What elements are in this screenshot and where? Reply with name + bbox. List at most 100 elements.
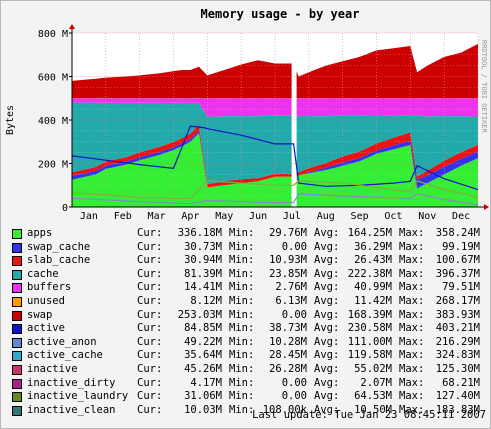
max-value: 99.19M (442, 240, 480, 253)
legend-row-inactive_clean: inactive_clean Cur: 10.03M Min: 108.00k Avg: 1… (12, 404, 487, 418)
avg-label: Avg: (314, 254, 340, 267)
x-tick-label: Nov (418, 211, 436, 222)
min-label: Min: (229, 376, 255, 389)
max-label: Max: (399, 376, 425, 389)
cur-label: Cur: (137, 322, 163, 335)
legend-name: swap_cache (27, 240, 91, 253)
legend-row-unused: unused Cur: 8.12M Min: 6.13M Avg: 11.42M Max: 26… (12, 295, 487, 309)
avg-value: 222.38M (347, 267, 392, 280)
max-value: 100.67M (435, 254, 480, 267)
max-label: Max: (399, 281, 425, 294)
x-tick-label: Mar (148, 211, 166, 222)
max-label: Max: (399, 362, 425, 375)
max-label: Max: (399, 294, 425, 307)
legend: apps Cur: 336.18M Min: 29.76M Avg: 164.25M Max:… (12, 227, 487, 417)
legend-swatch (12, 392, 22, 403)
min-label: Min: (229, 403, 255, 416)
x-axis-arrow (484, 204, 489, 210)
cur-label: Cur: (137, 362, 163, 375)
legend-name: cache (27, 267, 59, 280)
legend-swatch (12, 324, 22, 335)
x-tick-label: Jan (80, 211, 98, 222)
avg-value: 2.07M (360, 376, 392, 389)
legend-swatch (12, 256, 22, 267)
legend-swatch (12, 351, 22, 362)
x-tick-label: Dec (452, 211, 470, 222)
y-axis-arrow (69, 24, 75, 29)
x-tick-label: Apr (181, 211, 199, 222)
last-update: Last update: Tue Jan 23 08:45:11 2007 (252, 409, 486, 421)
cur-label: Cur: (137, 335, 163, 348)
avg-label: Avg: (314, 281, 340, 294)
cur-label: Cur: (137, 267, 163, 280)
x-tick-label: Jul (283, 211, 301, 222)
cur-value: 45.26M (184, 362, 222, 375)
y-tick-label: 200 M (38, 160, 68, 171)
legend-swatch (12, 405, 22, 416)
avg-label: Avg: (314, 294, 340, 307)
avg-value: 55.02M (354, 362, 392, 375)
max-value: 183.83M (435, 403, 480, 416)
avg-label: Avg: (314, 349, 340, 362)
cur-label: Cur: (137, 349, 163, 362)
max-value: 79.51M (442, 281, 480, 294)
max-value: 383.93M (435, 308, 480, 321)
legend-name: unused (27, 294, 65, 307)
legend-name: active (27, 322, 65, 335)
cur-label: Cur: (137, 403, 163, 416)
legend-swatch (12, 337, 22, 348)
legend-name: buffers (27, 281, 72, 294)
x-tick-label: Oct (384, 211, 402, 222)
avg-label: Avg: (314, 322, 340, 335)
legend-swatch (12, 310, 22, 321)
min-label: Min: (229, 362, 255, 375)
min-value: 29.76M (269, 227, 307, 239)
legend-swatch (12, 296, 22, 307)
avg-value: 164.25M (347, 227, 392, 239)
avg-value: 111.00M (347, 335, 392, 348)
min-value: 0.00 (281, 308, 307, 321)
y-tick-label: 600 M (38, 73, 68, 84)
legend-row-active: active Cur: 84.85M Min: 38.73M Avg: 230.58M Max… (12, 322, 487, 336)
min-label: Min: (229, 308, 255, 321)
avg-label: Avg: (314, 335, 340, 348)
cur-label: Cur: (137, 227, 163, 239)
avg-label: Avg: (314, 376, 340, 389)
max-value: 127.40M (435, 390, 480, 403)
cur-value: 84.85M (184, 322, 222, 335)
legend-name: swap (27, 308, 53, 321)
max-value: 268.17M (435, 294, 480, 307)
legend-name: inactive (27, 362, 78, 375)
cur-value: 8.12M (190, 294, 222, 307)
avg-label: Avg: (314, 267, 340, 280)
memory-chart: 0 200 M 400 M 600 M 800 M Jan Feb Mar Apr May Jun J… (5, 7, 489, 222)
legend-row-inactive_laundry: inactive_laundry Cur: 31.06M Min: 0.00 Avg: 64… (12, 390, 487, 404)
x-tick-label: Feb (114, 211, 132, 222)
max-value: 396.37M (435, 267, 480, 280)
legend-row-inactive: inactive Cur: 45.26M Min: 26.28M Avg: 55.02M Ma… (12, 363, 487, 377)
max-value: 68.21M (442, 376, 480, 389)
y-tick-label: 800 M (38, 29, 68, 40)
cur-value: 4.17M (190, 376, 222, 389)
max-value: 358.24M (435, 227, 480, 239)
max-label: Max: (399, 335, 425, 348)
legend-swatch (12, 229, 22, 239)
min-value: 10.28M (269, 335, 307, 348)
legend-swatch (12, 242, 22, 253)
legend-swatch (12, 283, 22, 294)
max-value: 216.29M (435, 335, 480, 348)
y-tick-label: 0 (62, 203, 68, 214)
avg-value: 11.42M (354, 294, 392, 307)
cur-value: 31.06M (184, 390, 222, 403)
min-label: Min: (229, 267, 255, 280)
min-value: 26.28M (269, 362, 307, 375)
cur-value: 30.94M (184, 254, 222, 267)
cur-label: Cur: (137, 294, 163, 307)
cur-value: 253.03M (177, 308, 222, 321)
cur-label: Cur: (137, 376, 163, 389)
max-label: Max: (399, 322, 425, 335)
cur-label: Cur: (137, 281, 163, 294)
min-value: 28.45M (269, 349, 307, 362)
min-label: Min: (229, 281, 255, 294)
min-label: Min: (229, 322, 255, 335)
